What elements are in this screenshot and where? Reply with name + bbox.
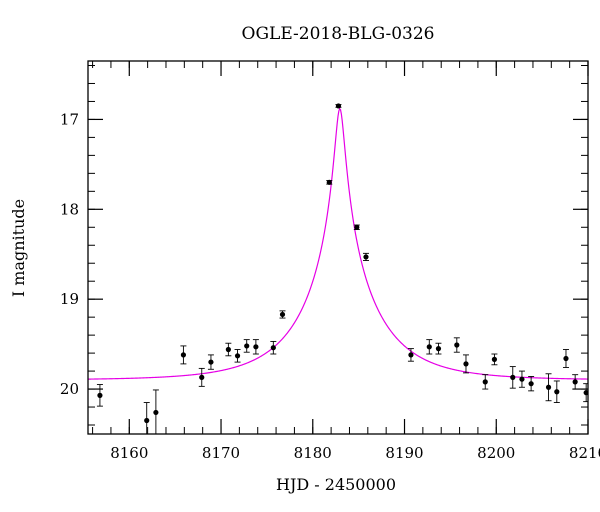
point-marker — [253, 344, 259, 350]
point-marker — [528, 381, 534, 387]
point-marker — [435, 346, 442, 352]
point-marker — [426, 344, 432, 350]
point-marker — [208, 359, 214, 365]
point-marker — [144, 417, 150, 424]
data-point — [518, 370, 525, 388]
point-marker — [583, 390, 588, 396]
point-marker — [354, 224, 360, 230]
data-point — [572, 374, 579, 390]
point-marker — [279, 311, 286, 318]
y-axis-label: I magnitude — [9, 199, 28, 297]
data-point — [279, 310, 286, 319]
x-tick-label: 8200 — [477, 444, 515, 462]
point-marker — [482, 379, 488, 385]
data-point — [462, 354, 469, 374]
point-marker — [454, 342, 460, 348]
data-point — [96, 384, 103, 407]
tick-labels: 8160 8170 8180 8190 8200 8210 17 18 19 20 — [60, 110, 600, 462]
x-tick-label: 8160 — [110, 444, 148, 462]
model-curve — [88, 107, 588, 380]
point-marker — [244, 343, 250, 349]
data-point — [143, 402, 150, 434]
point-marker — [180, 352, 187, 358]
point-marker — [225, 346, 231, 353]
data-point — [435, 342, 442, 355]
point-marker — [545, 384, 552, 390]
data-point — [234, 349, 241, 363]
data-point — [562, 349, 569, 368]
y-tick-label: 17 — [60, 110, 79, 128]
point-marker — [463, 361, 469, 367]
data-point — [528, 376, 535, 392]
data-point — [180, 345, 187, 365]
data-point — [453, 337, 460, 353]
data-point — [553, 380, 560, 403]
data-point — [362, 252, 369, 261]
y-tick-label: 18 — [60, 200, 79, 218]
data-point — [198, 367, 205, 387]
data-point — [407, 348, 414, 362]
point-marker — [270, 345, 276, 351]
data-point — [426, 339, 433, 355]
data-point — [353, 224, 360, 230]
x-axis-label: HJD - 2450000 — [276, 475, 396, 494]
point-marker — [153, 409, 159, 416]
point-marker — [199, 374, 205, 380]
point-marker — [97, 392, 103, 398]
data-point — [207, 354, 214, 370]
data-point — [491, 353, 498, 366]
data-point — [326, 179, 333, 185]
point-marker — [519, 376, 525, 382]
data-point — [270, 340, 277, 355]
x-tick-label: 8190 — [385, 444, 423, 462]
point-marker — [326, 179, 332, 185]
point-marker — [363, 254, 369, 260]
data-point — [152, 389, 159, 434]
model-curve-layer — [88, 107, 588, 380]
data-point — [225, 342, 232, 357]
data-point — [509, 366, 516, 389]
data-point — [583, 383, 588, 403]
y-tick-label: 20 — [60, 380, 79, 398]
data-point — [243, 339, 250, 353]
point-marker — [335, 103, 342, 109]
point-marker — [408, 352, 414, 358]
data-points-layer — [96, 103, 588, 434]
data-point — [482, 374, 489, 390]
x-tick-label: 8180 — [294, 444, 332, 462]
point-marker — [491, 356, 498, 362]
point-marker — [234, 353, 241, 359]
plot-frame — [87, 60, 589, 435]
point-marker — [563, 355, 569, 362]
point-marker — [572, 379, 578, 385]
x-tick-label: 8210 — [569, 444, 600, 462]
chart-title: OGLE-2018-BLG-0326 — [242, 24, 435, 44]
y-tick-label: 19 — [60, 290, 79, 308]
data-point — [252, 339, 259, 355]
data-point — [335, 103, 342, 109]
point-marker — [510, 374, 516, 380]
x-tick-label: 8170 — [202, 444, 240, 462]
data-point — [545, 373, 552, 402]
point-marker — [554, 389, 560, 395]
